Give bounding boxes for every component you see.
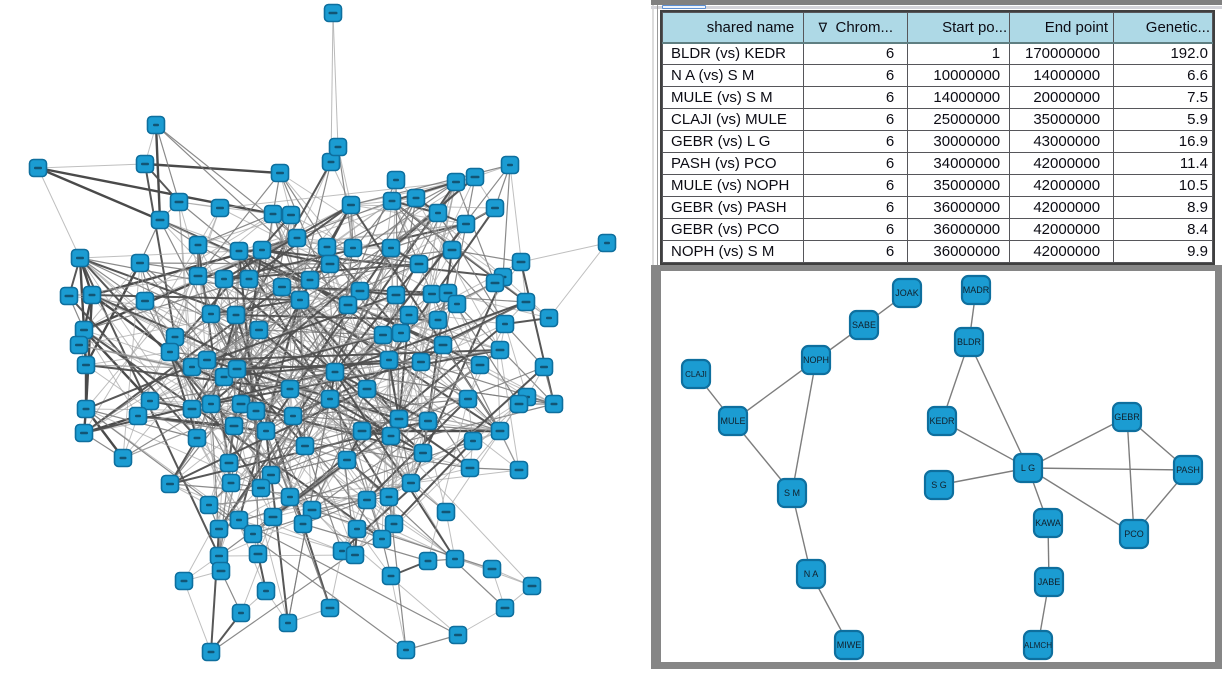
svg-text:JABE: JABE — [1038, 577, 1061, 587]
svg-text:MIWE: MIWE — [837, 640, 862, 650]
svg-text:S M: S M — [784, 488, 800, 498]
svg-text:KEDR: KEDR — [929, 416, 955, 426]
svg-text:N A: N A — [804, 569, 819, 579]
svg-text:KAWA: KAWA — [1035, 518, 1061, 528]
svg-text:L G: L G — [1021, 463, 1035, 473]
svg-text:CLAJI: CLAJI — [685, 370, 707, 379]
svg-text:SABE: SABE — [852, 320, 876, 330]
svg-text:BLDR: BLDR — [957, 337, 982, 347]
svg-text:PASH: PASH — [1176, 465, 1200, 475]
svg-text:PCO: PCO — [1124, 529, 1144, 539]
svg-text:JOAK: JOAK — [895, 288, 919, 298]
svg-text:GEBR: GEBR — [1114, 412, 1140, 422]
svg-text:S G: S G — [931, 480, 947, 490]
svg-text:MULE: MULE — [720, 416, 745, 426]
svg-text:NOPH: NOPH — [803, 355, 829, 365]
svg-text:ALMCH: ALMCH — [1024, 641, 1052, 650]
svg-text:MADR: MADR — [963, 285, 990, 295]
